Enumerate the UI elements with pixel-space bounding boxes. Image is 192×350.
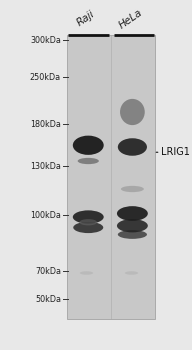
Text: HeLa: HeLa (117, 7, 144, 30)
Ellipse shape (125, 271, 138, 275)
Text: Raji: Raji (75, 9, 97, 28)
FancyBboxPatch shape (67, 35, 155, 318)
Text: 180kDa: 180kDa (30, 120, 61, 129)
Ellipse shape (117, 219, 148, 232)
Text: 300kDa: 300kDa (30, 36, 61, 45)
Text: 70kDa: 70kDa (35, 267, 61, 276)
Ellipse shape (80, 271, 93, 275)
Ellipse shape (120, 99, 145, 125)
Ellipse shape (79, 219, 97, 225)
Text: 250kDa: 250kDa (30, 72, 61, 82)
Text: 130kDa: 130kDa (30, 162, 61, 171)
Text: 50kDa: 50kDa (35, 295, 61, 304)
Text: LRIG1: LRIG1 (156, 147, 190, 157)
Ellipse shape (78, 158, 99, 164)
Ellipse shape (118, 138, 147, 156)
Ellipse shape (121, 186, 144, 192)
Ellipse shape (118, 230, 147, 239)
Ellipse shape (117, 206, 148, 221)
Ellipse shape (73, 135, 104, 155)
Ellipse shape (73, 222, 103, 233)
Ellipse shape (73, 210, 104, 224)
Text: 100kDa: 100kDa (30, 211, 61, 220)
